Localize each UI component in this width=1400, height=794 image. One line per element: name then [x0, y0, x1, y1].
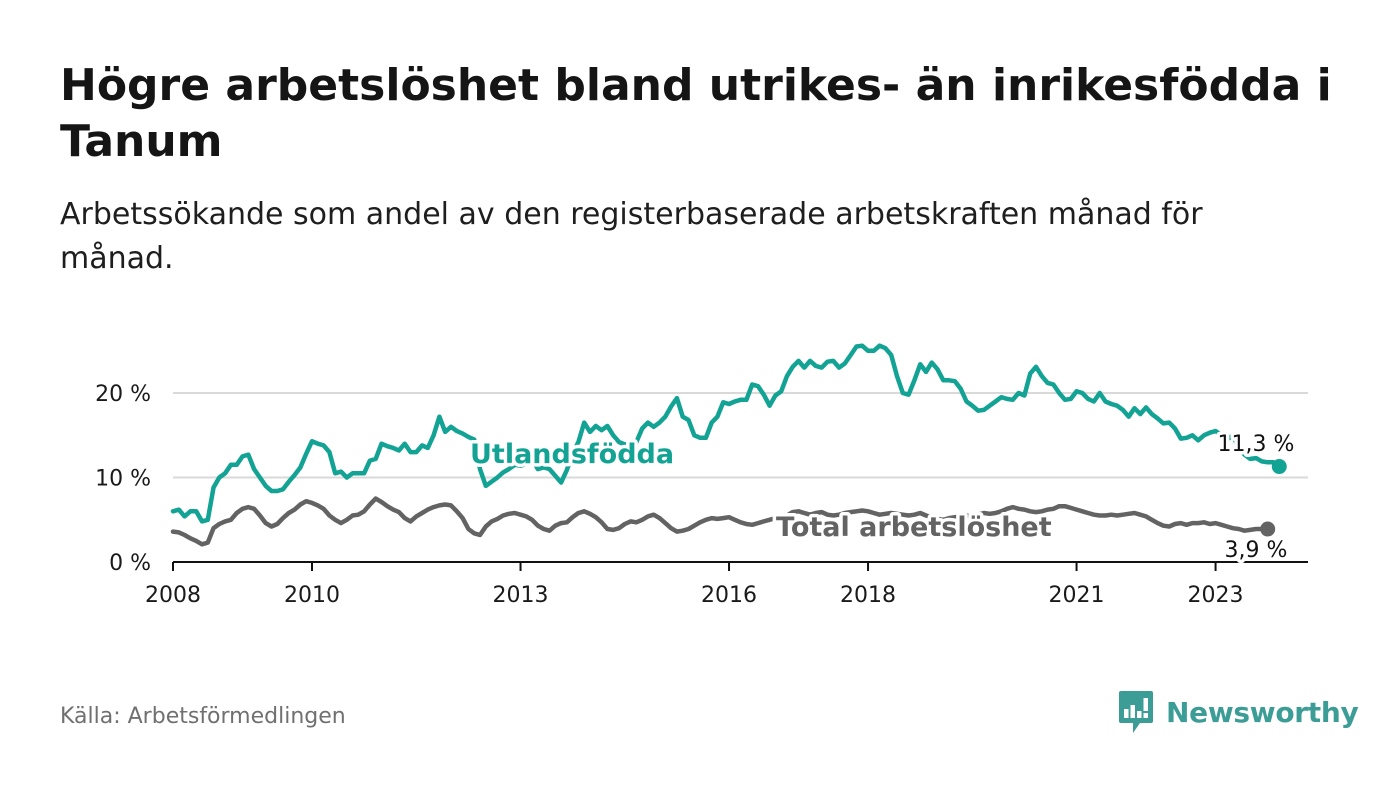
x-tick-label: 2023	[1188, 583, 1244, 608]
end-point-utlandsfodda	[1271, 459, 1287, 475]
y-tick-label: 20 %	[95, 382, 151, 407]
x-tick-label: 2016	[701, 583, 757, 608]
y-tick-label: 10 %	[95, 467, 151, 492]
end-value-label-utlandsfodda: 11,3 %11,3 %	[1214, 429, 1298, 461]
series-label-utlandsfodda-halo: Utlandsfödda	[470, 439, 674, 470]
source-note: Källa: Arbetsförmedlingen	[60, 704, 346, 729]
series-layer	[170, 343, 1287, 547]
end-value-label-total: 3,9 %3,9 %	[1221, 535, 1291, 567]
series-label-utlandsfodda-text: Utlandsfödda	[470, 439, 674, 470]
x-tick-label: 2008	[145, 583, 201, 608]
axis-layer: 0 % 10 % 20 % 2008 2010 2013 2016 2018 2021 2023	[95, 382, 1308, 608]
end-value-label-utlandsfodda-text: 11,3 %	[1218, 432, 1295, 457]
series-label-total-text: Total arbetslöshet	[776, 512, 1052, 543]
end-point-total	[1260, 521, 1276, 537]
end-value-label-utlandsfodda-halo: 11,3 %	[1218, 432, 1295, 457]
brand-logo[interactable]: Newsworthy	[1118, 688, 1359, 736]
brand-name: Newsworthy	[1166, 695, 1359, 729]
chart-subtitle: Arbetssökande som andel av den registerb…	[60, 197, 1203, 276]
x-tick-label: 2018	[840, 583, 896, 608]
x-tick-label: 2021	[1049, 583, 1105, 608]
y-tick-label: 0 %	[109, 551, 151, 576]
series-line-utlandsfodda	[170, 343, 1282, 524]
x-tick-label: 2010	[284, 583, 340, 608]
newsworthy-logo-icon	[1119, 691, 1153, 733]
end-value-label-total-halo: 3,9 %	[1225, 538, 1288, 563]
chart-title: Högre arbetslöshet bland utrikes- än inr…	[60, 60, 1332, 167]
series-line-total	[170, 496, 1270, 547]
grid-layer	[173, 392, 1308, 479]
series-label-total-halo: Total arbetslöshet	[776, 512, 1052, 543]
end-value-label-total-text: 3,9 %	[1225, 538, 1288, 563]
x-tick-label: 2013	[493, 583, 549, 608]
